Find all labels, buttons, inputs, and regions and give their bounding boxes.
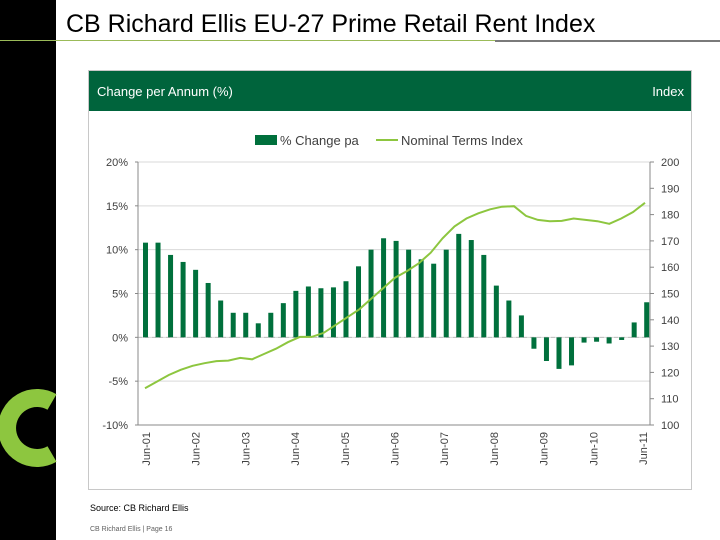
bar (431, 263, 437, 338)
bar (318, 288, 324, 338)
bar (155, 242, 161, 338)
legend-swatch-bar (255, 135, 277, 145)
bar (393, 240, 399, 338)
bar (619, 337, 625, 340)
bar (481, 254, 487, 338)
bar (644, 302, 650, 338)
bar (569, 337, 575, 366)
source-note: Source: CB Richard Ellis (90, 503, 189, 513)
y-right-tick-label: 140 (661, 315, 679, 327)
index-line (144, 202, 646, 390)
page-title: CB Richard Ellis EU-27 Prime Retail Rent… (66, 10, 596, 38)
bar (594, 337, 600, 342)
legend-label-change: % Change pa (280, 133, 360, 148)
x-tick-label: Jun-10 (588, 432, 600, 466)
y-left-tick-label: -10% (102, 420, 128, 432)
logo-arc-icon (0, 389, 57, 467)
page-footer: CB Richard Ellis | Page 16 (90, 526, 173, 533)
y-right-tick-label: 170 (661, 236, 679, 248)
chart-header: Change per Annum (%) Index (89, 71, 691, 111)
bar (280, 303, 286, 338)
bar (180, 261, 186, 338)
x-tick-label: Jun-04 (290, 432, 302, 466)
bar (218, 300, 224, 338)
y-right-tick-label: 200 (661, 157, 679, 169)
bar (443, 249, 449, 338)
x-tick-label: Jun-03 (240, 432, 252, 466)
bar (531, 337, 537, 349)
bar (493, 285, 499, 338)
title-rule-accent (495, 40, 720, 42)
left-axis-title: Change per Annum (%) (97, 84, 233, 99)
y-left-tick-label: 0% (112, 332, 128, 344)
bar (418, 259, 424, 338)
y-left-tick-label: 15% (106, 201, 128, 213)
y-right-tick-label: 110 (661, 394, 679, 406)
bar (230, 312, 236, 338)
y-left-tick-label: 20% (106, 157, 128, 169)
title-rule (0, 40, 720, 41)
bar (243, 312, 249, 338)
bar (205, 282, 211, 338)
x-tick-label: Jun-01 (141, 432, 153, 466)
bar (506, 300, 512, 338)
bar (305, 286, 311, 338)
bar (255, 323, 261, 338)
y-right-tick-label: 160 (661, 262, 679, 274)
y-left-tick-label: 10% (106, 245, 128, 257)
x-tick-label: Jun-07 (439, 432, 451, 466)
bar (330, 287, 336, 338)
x-tick-label: Jun-06 (390, 432, 402, 466)
y-right-tick-label: 120 (661, 367, 679, 379)
x-tick-label: Jun-08 (489, 432, 501, 466)
bar (631, 322, 637, 338)
bar (293, 290, 299, 338)
y-right-tick-label: 180 (661, 210, 679, 222)
bar (268, 312, 274, 338)
legend-label-index: Nominal Terms Index (401, 133, 523, 148)
bar (368, 249, 374, 338)
y-right-tick-label: 100 (661, 420, 679, 432)
x-tick-label: Jun-05 (340, 432, 352, 466)
bar (168, 254, 174, 338)
bar (581, 337, 587, 343)
y-right-tick-label: 150 (661, 289, 679, 301)
y-right-tick-label: 190 (661, 183, 679, 195)
x-tick-label: Jun-11 (638, 432, 650, 465)
y-left-tick-label: 5% (112, 289, 128, 301)
x-tick-label: Jun-02 (191, 432, 203, 466)
right-axis-title: Index (652, 84, 684, 99)
y-left-tick-label: -5% (108, 376, 128, 388)
bar (343, 281, 349, 338)
bar (556, 337, 562, 369)
bar (356, 266, 362, 338)
bar (543, 337, 549, 362)
bar (468, 240, 474, 338)
x-tick-label: Jun-09 (539, 432, 551, 466)
bar (406, 249, 412, 338)
bar (193, 269, 199, 338)
y-right-tick-label: 130 (661, 341, 679, 353)
bar (456, 233, 462, 338)
bar (606, 337, 612, 344)
bar (143, 242, 148, 338)
bar (518, 315, 524, 338)
